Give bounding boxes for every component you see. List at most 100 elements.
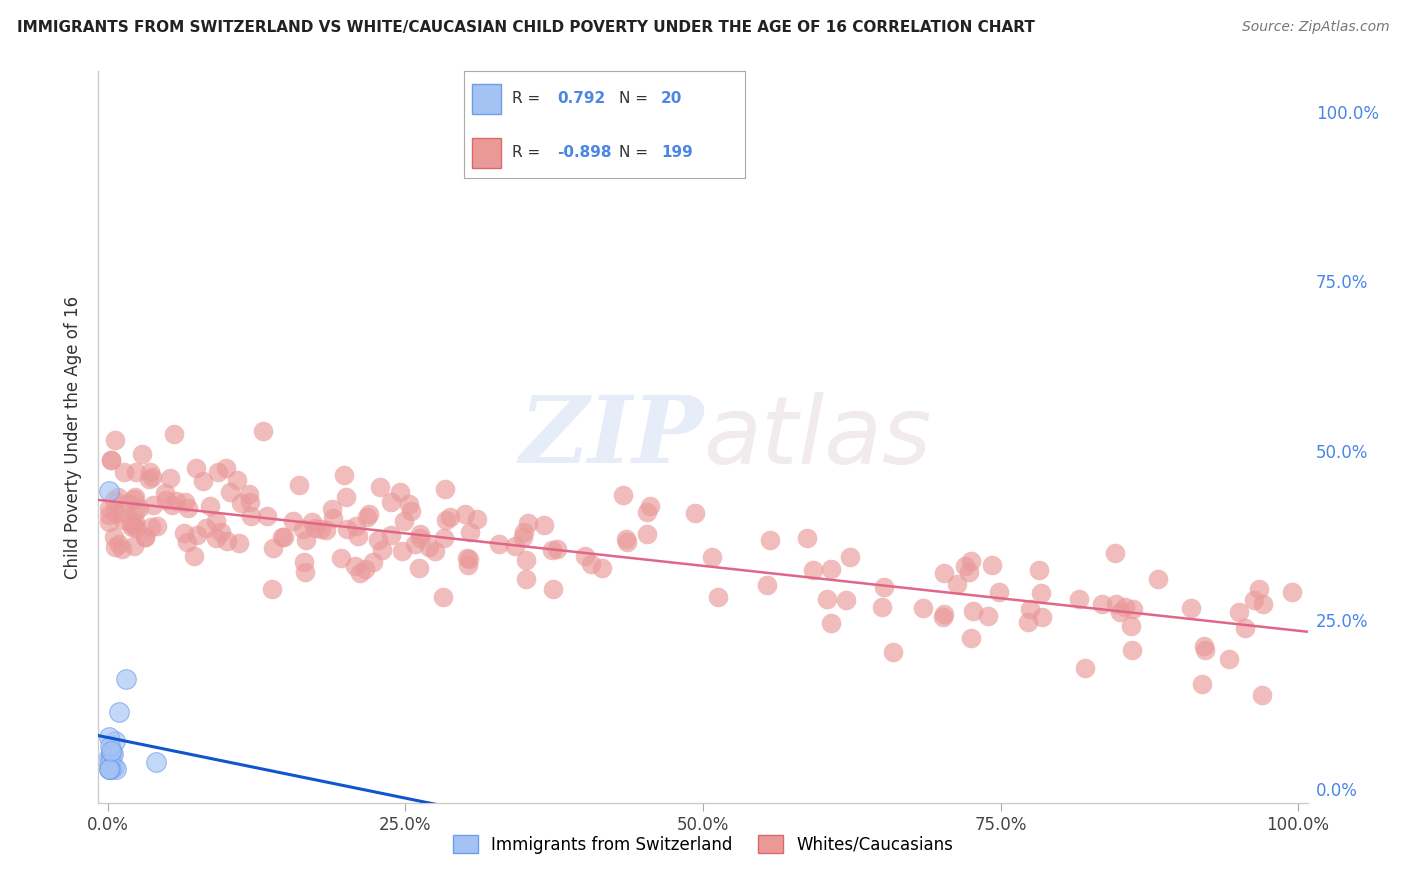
Point	[418, 541, 440, 555]
Point	[141, 470, 163, 484]
Point	[117, 496, 139, 510]
Point	[957, 565, 980, 579]
Point	[541, 543, 564, 558]
Point	[932, 566, 955, 580]
Point	[574, 549, 596, 564]
Point	[186, 460, 208, 475]
Point	[344, 559, 367, 574]
Text: ZIP: ZIP	[519, 392, 703, 482]
Point	[163, 427, 186, 442]
Point	[1251, 597, 1274, 611]
Point	[505, 539, 527, 553]
Point	[399, 504, 422, 518]
Point	[122, 517, 145, 532]
Point	[104, 506, 127, 520]
Point	[408, 561, 430, 575]
Point	[98, 515, 121, 529]
Text: -0.898: -0.898	[557, 145, 612, 160]
Text: N =: N =	[619, 91, 652, 106]
Point	[391, 544, 413, 558]
Point	[815, 592, 838, 607]
Point	[111, 541, 134, 556]
Legend: Immigrants from Switzerland, Whites/Caucasians: Immigrants from Switzerland, Whites/Cauc…	[446, 829, 960, 860]
Point	[103, 747, 125, 762]
Point	[756, 578, 779, 592]
Point	[1251, 688, 1274, 702]
Point	[304, 521, 326, 535]
Point	[1243, 593, 1265, 607]
Point	[256, 508, 278, 523]
Point	[124, 505, 146, 519]
Point	[292, 555, 315, 569]
Point	[252, 424, 274, 438]
Point	[640, 499, 662, 513]
Point	[301, 515, 323, 529]
Point	[238, 487, 260, 501]
Point	[371, 543, 394, 558]
Point	[959, 631, 981, 645]
Point	[1114, 600, 1136, 615]
Point	[283, 515, 305, 529]
Point	[533, 517, 555, 532]
Point	[315, 523, 337, 537]
Point	[614, 533, 637, 547]
Point	[912, 600, 935, 615]
Point	[1122, 602, 1144, 616]
Point	[226, 473, 249, 487]
Point	[758, 533, 780, 547]
Text: IMMIGRANTS FROM SWITZERLAND VS WHITE/CAUCASIAN CHILD POVERTY UNDER THE AGE OF 16: IMMIGRANTS FROM SWITZERLAND VS WHITE/CAU…	[17, 20, 1035, 35]
Point	[98, 508, 121, 522]
Point	[432, 590, 454, 604]
Point	[616, 534, 638, 549]
Text: R =: R =	[512, 145, 546, 160]
Point	[98, 501, 121, 516]
Point	[368, 480, 391, 494]
Point	[976, 608, 998, 623]
FancyBboxPatch shape	[472, 84, 501, 114]
Point	[112, 465, 135, 479]
Point	[1146, 572, 1168, 586]
Point	[873, 581, 896, 595]
Point	[191, 474, 214, 488]
Point	[458, 551, 481, 566]
Point	[215, 460, 238, 475]
Point	[835, 592, 858, 607]
Point	[335, 490, 357, 504]
Point	[515, 572, 537, 586]
Point	[215, 533, 238, 548]
Text: R =: R =	[512, 91, 546, 106]
Point	[1018, 601, 1040, 615]
Point	[356, 510, 378, 524]
Point	[240, 508, 263, 523]
Point	[404, 536, 426, 550]
Point	[100, 762, 122, 776]
Point	[100, 453, 122, 467]
Point	[1029, 585, 1052, 599]
Point	[322, 511, 344, 525]
Point	[980, 558, 1002, 573]
Point	[125, 465, 148, 479]
Point	[176, 534, 198, 549]
Point	[100, 452, 122, 467]
Point	[292, 522, 315, 536]
Point	[336, 522, 359, 536]
Point	[263, 541, 285, 555]
Point	[702, 549, 724, 564]
Point	[457, 558, 479, 573]
Point	[186, 528, 208, 542]
Point	[962, 604, 984, 618]
Point	[103, 530, 125, 544]
Point	[111, 507, 134, 521]
Text: atlas: atlas	[703, 392, 931, 483]
Point	[100, 755, 122, 769]
Point	[115, 673, 138, 687]
Point	[142, 499, 165, 513]
Point	[218, 485, 240, 500]
Point	[838, 550, 860, 565]
Point	[349, 566, 371, 580]
Y-axis label: Child Poverty Under the Age of 16: Child Poverty Under the Age of 16	[63, 295, 82, 579]
Point	[796, 531, 818, 545]
Point	[104, 540, 127, 554]
Point	[311, 522, 333, 536]
Point	[388, 484, 411, 499]
